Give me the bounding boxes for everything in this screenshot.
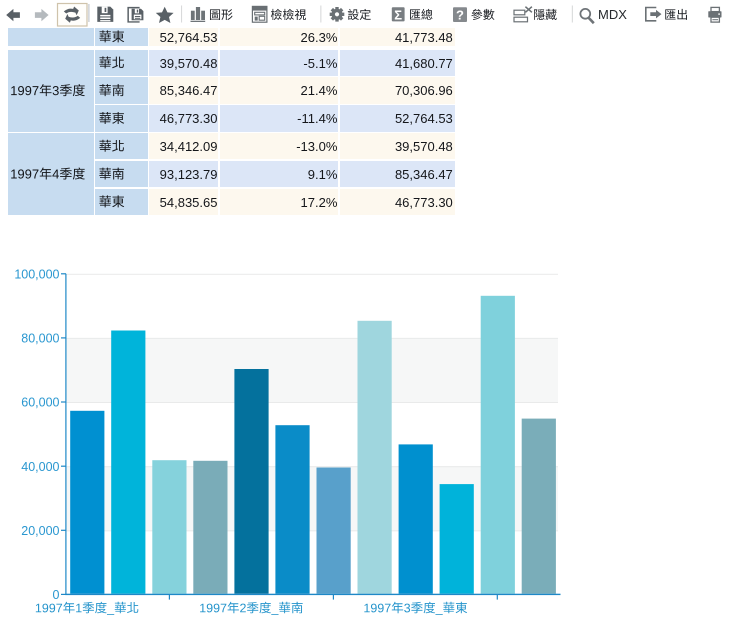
svg-text:40,000: 40,000 [21,460,59,474]
svg-text:0: 0 [53,588,60,602]
svg-text:80,000: 80,000 [21,332,59,346]
svg-text:20,000: 20,000 [21,524,59,538]
svg-text:60,000: 60,000 [21,396,59,410]
svg-text:100,000: 100,000 [14,268,59,282]
svg-text:?: ? [456,7,464,22]
svg-text:Σ: Σ [394,7,402,22]
